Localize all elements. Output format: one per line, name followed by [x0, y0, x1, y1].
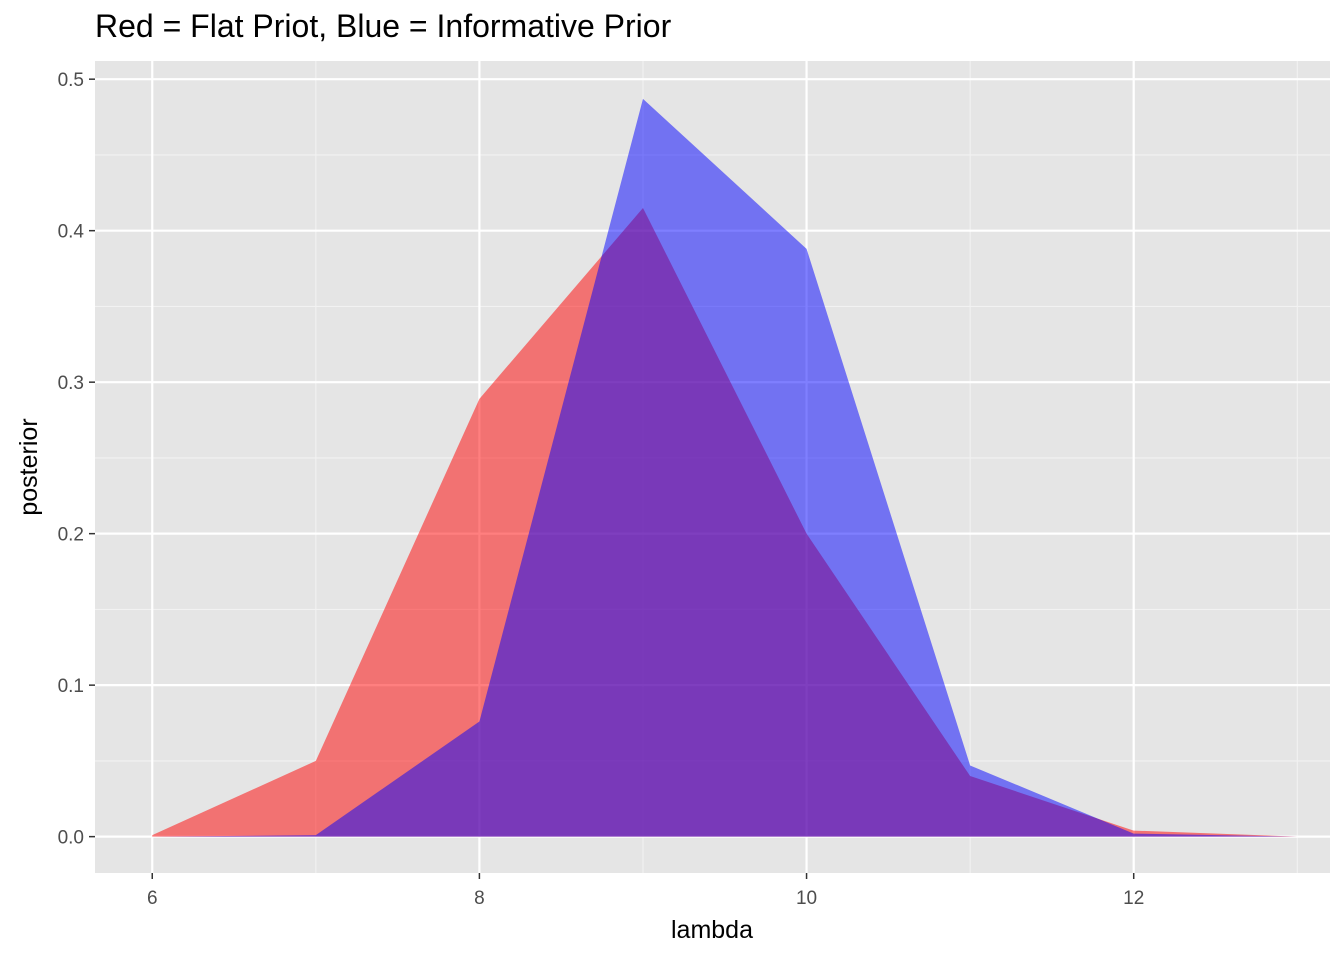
y-axis: 0.0 0.1 0.2 0.3 0.4 0.5 — [58, 70, 95, 849]
x-axis: 6 8 10 12 — [147, 873, 1144, 909]
y-tick-label: 0.0 — [58, 828, 84, 849]
y-axis-title: posterior — [15, 418, 43, 515]
x-axis-title: lambda — [671, 916, 753, 944]
chart-title: Red = Flat Priot, Blue = Informative Pri… — [95, 8, 672, 44]
y-tick-label: 0.2 — [58, 525, 84, 546]
x-tick-label: 10 — [796, 888, 817, 909]
series-areas — [152, 98, 1298, 837]
x-tick-label: 12 — [1123, 888, 1144, 909]
x-tick-label: 6 — [147, 888, 158, 909]
y-tick-label: 0.1 — [58, 676, 84, 697]
y-tick-label: 0.5 — [58, 70, 84, 91]
x-tick-label: 8 — [474, 888, 485, 909]
y-tick-label: 0.3 — [58, 373, 84, 394]
y-tick-label: 0.4 — [58, 222, 85, 243]
series-area-2 — [152, 98, 1298, 837]
